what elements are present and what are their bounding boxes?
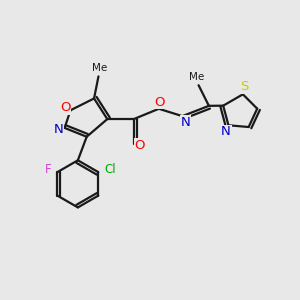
Text: S: S	[240, 80, 248, 94]
Text: Cl: Cl	[105, 163, 116, 176]
Text: N: N	[181, 116, 190, 128]
Text: O: O	[154, 96, 165, 109]
Text: O: O	[60, 101, 70, 114]
Text: N: N	[53, 123, 63, 136]
Text: Me: Me	[190, 72, 205, 82]
Text: F: F	[45, 163, 52, 176]
Text: Me: Me	[92, 63, 108, 73]
Text: O: O	[134, 139, 145, 152]
Text: N: N	[221, 125, 231, 138]
